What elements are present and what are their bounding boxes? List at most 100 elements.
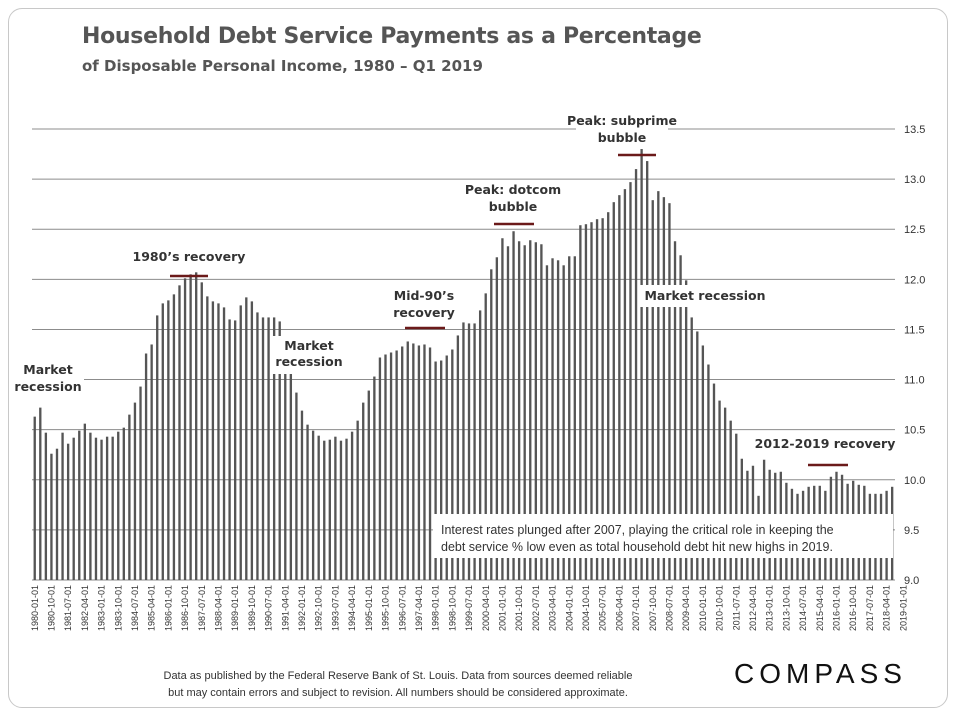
bar xyxy=(618,195,621,580)
x-tick-label: 2010-10-01 xyxy=(715,585,725,631)
annotation-label: Peak: subprime xyxy=(567,113,677,128)
bar xyxy=(261,317,265,580)
x-tick-label: 2014-07-01 xyxy=(798,585,808,631)
y-tick-label: 12.0 xyxy=(904,274,925,286)
bar xyxy=(117,431,120,580)
bar xyxy=(178,285,181,580)
annotation-label: Peak: dotcom xyxy=(465,182,561,197)
bar xyxy=(673,241,677,580)
bar xyxy=(128,414,131,580)
bar xyxy=(451,349,454,580)
annotation-label: Market recession xyxy=(644,288,765,303)
bar xyxy=(495,257,499,580)
bar xyxy=(690,317,693,580)
bar xyxy=(434,361,437,580)
bar xyxy=(367,390,370,580)
bar xyxy=(634,169,638,581)
bar xyxy=(423,344,426,580)
bar xyxy=(595,219,599,580)
annotation-label: recession xyxy=(14,379,81,394)
bar xyxy=(718,400,721,580)
bar xyxy=(211,301,215,580)
x-tick-label: 1999-07-01 xyxy=(464,585,474,631)
bar xyxy=(395,350,398,580)
x-tick-label: 1989-10-01 xyxy=(247,585,257,631)
x-tick-label: 1984-07-01 xyxy=(130,585,140,631)
bar xyxy=(39,407,42,580)
x-tick-label: 1980-10-01 xyxy=(46,585,56,631)
annotation-label: recovery xyxy=(393,305,455,320)
bar xyxy=(356,420,359,580)
note-line: debt service % low even as total househo… xyxy=(441,540,833,554)
annotation-bg xyxy=(640,285,770,307)
bar xyxy=(33,416,36,580)
annotation-label: Mid-90’s xyxy=(394,288,454,303)
x-tick-label: 2008-07-01 xyxy=(665,585,675,631)
x-tick-label: 1980-01-01 xyxy=(30,585,40,631)
x-tick-label: 2006-04-01 xyxy=(614,585,624,631)
annotation-bg xyxy=(576,112,668,148)
bar xyxy=(467,323,471,580)
y-tick-label: 12.5 xyxy=(904,224,925,236)
bar xyxy=(401,346,404,580)
x-tick-label: 2016-10-01 xyxy=(848,585,858,631)
x-tick-label: 2010-01-01 xyxy=(698,585,708,631)
x-tick-label: 2013-01-01 xyxy=(765,585,775,631)
annotation-label: bubble xyxy=(598,130,647,145)
x-tick-label: 2013-10-01 xyxy=(781,585,791,631)
bar xyxy=(712,383,716,580)
bar xyxy=(150,344,153,580)
x-tick-label: 1996-07-01 xyxy=(397,585,407,631)
bar xyxy=(50,453,53,580)
bar xyxy=(545,265,549,580)
bar xyxy=(646,161,649,580)
bar xyxy=(167,300,170,580)
x-tick-label: 1986-10-01 xyxy=(180,585,190,631)
bar xyxy=(612,202,615,580)
bar xyxy=(289,362,293,580)
x-tick-label: 1981-07-01 xyxy=(63,585,73,631)
x-tick-label: 2007-10-01 xyxy=(648,585,658,631)
bar xyxy=(523,245,526,580)
bar xyxy=(484,293,487,580)
bar xyxy=(540,244,543,580)
bar xyxy=(156,315,159,580)
annotation-label: 2012-2019 recovery xyxy=(755,436,896,451)
bar xyxy=(55,448,59,580)
bar xyxy=(412,343,415,580)
note-line: Interest rates plunged after 2007, playi… xyxy=(441,523,834,537)
bar xyxy=(490,269,493,580)
bar xyxy=(735,433,738,580)
x-tick-label: 1997-04-01 xyxy=(414,585,424,631)
annotation-bg xyxy=(272,336,348,374)
x-tick-label: 2007-01-01 xyxy=(631,585,641,631)
x-tick-label: 2003-04-01 xyxy=(548,585,558,631)
bar xyxy=(272,317,276,580)
bar xyxy=(417,345,421,580)
bar xyxy=(317,435,320,580)
bar xyxy=(556,260,560,580)
x-tick-label: 1992-01-01 xyxy=(297,585,307,631)
x-tick-label: 1983-01-01 xyxy=(97,585,107,631)
bar xyxy=(61,432,64,580)
bar xyxy=(311,430,315,580)
bar xyxy=(350,431,354,580)
bar xyxy=(551,258,554,580)
bar xyxy=(729,420,732,580)
bar xyxy=(512,231,515,580)
bar xyxy=(250,301,254,580)
bar xyxy=(111,436,114,580)
bar xyxy=(473,323,476,580)
bar xyxy=(284,339,287,580)
annotation-label: recession xyxy=(275,354,342,369)
bar xyxy=(133,402,137,580)
annotation-bg xyxy=(758,434,892,454)
bar xyxy=(601,218,604,580)
bar xyxy=(684,280,688,580)
x-tick-label: 1994-04-01 xyxy=(347,585,357,631)
bar xyxy=(256,312,259,580)
bar xyxy=(640,149,643,581)
bar xyxy=(72,437,75,580)
chart-subtitle: of Disposable Personal Income, 1980 – Q1… xyxy=(82,57,483,75)
compass-logo: COMPASS xyxy=(734,658,907,689)
